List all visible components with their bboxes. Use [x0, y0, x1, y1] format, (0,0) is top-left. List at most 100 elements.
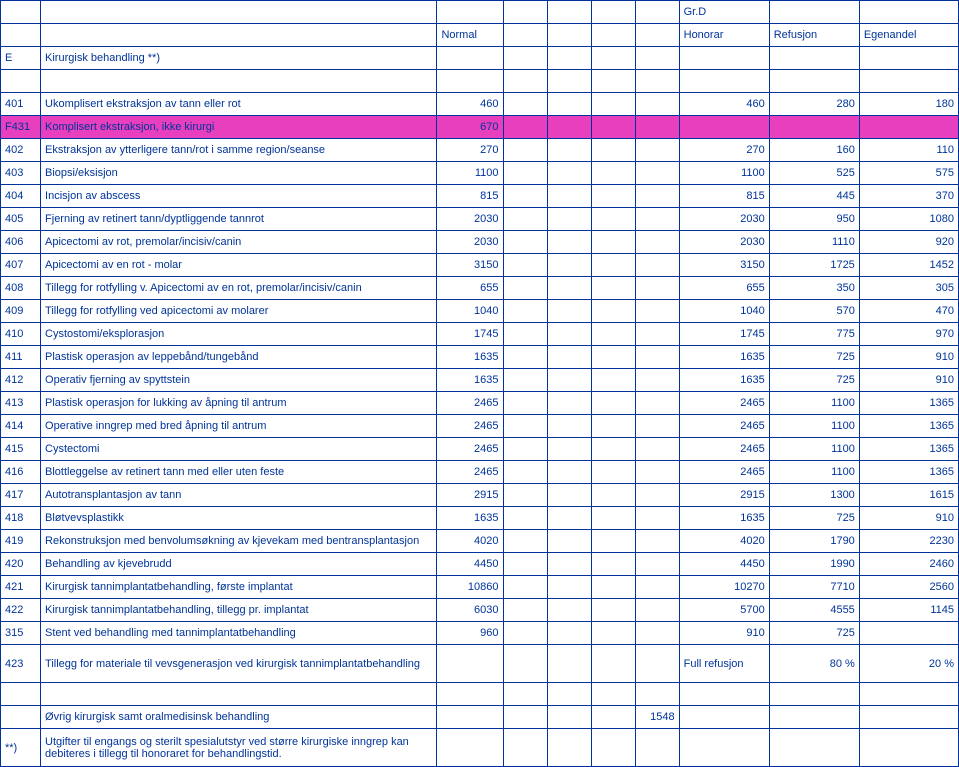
cell-egenandel	[859, 622, 958, 645]
cell-refusjon: 445	[769, 185, 859, 208]
cell-empty	[503, 461, 547, 484]
table-row: 416Blottleggelse av retinert tann med el…	[1, 461, 959, 484]
table-row: 405Fjerning av retinert tann/dyptliggend…	[1, 208, 959, 231]
cell-refusjon: 1100	[769, 461, 859, 484]
cell-code: 422	[1, 599, 41, 622]
table-header-row-1: Gr.D	[1, 1, 959, 24]
cell-normal: 815	[437, 185, 503, 208]
cell-empty	[547, 645, 591, 683]
cell-empty	[591, 438, 635, 461]
cell-empty	[635, 461, 679, 484]
cell-empty	[635, 622, 679, 645]
cell-empty	[591, 116, 635, 139]
cell-normal: 655	[437, 277, 503, 300]
cell-code: 406	[1, 231, 41, 254]
cell-normal: 10860	[437, 576, 503, 599]
cell-empty	[591, 93, 635, 116]
cell-empty	[503, 507, 547, 530]
cell-empty	[547, 300, 591, 323]
cell-empty	[503, 576, 547, 599]
cell-normal: 1635	[437, 369, 503, 392]
cell-desc: Behandling av kjevebrudd	[41, 553, 437, 576]
cell-empty	[635, 208, 679, 231]
cell-empty	[635, 185, 679, 208]
cell-code: 413	[1, 392, 41, 415]
table-row: 409Tillegg for rotfylling ved apicectomi…	[1, 300, 959, 323]
cell-empty	[547, 346, 591, 369]
cell-normal: 2465	[437, 461, 503, 484]
cell-empty	[591, 254, 635, 277]
cell-desc: Cystectomi	[41, 438, 437, 461]
cell-code: 417	[1, 484, 41, 507]
cell-normal: 2465	[437, 392, 503, 415]
cell-empty	[635, 139, 679, 162]
cell-empty	[635, 553, 679, 576]
cell-empty	[547, 93, 591, 116]
cell-empty	[503, 162, 547, 185]
cell-empty	[635, 93, 679, 116]
cell-desc: Bløtvevsplastikk	[41, 507, 437, 530]
cell-empty	[503, 599, 547, 622]
cell-empty	[547, 599, 591, 622]
cell-empty	[503, 208, 547, 231]
footer-subtitle-row: Øvrig kirurgisk samt oralmedisinsk behan…	[1, 706, 959, 729]
cell-empty	[591, 208, 635, 231]
cell-normal: 4450	[437, 553, 503, 576]
cell-empty	[503, 369, 547, 392]
cell-egenandel: 20 %	[859, 645, 958, 683]
cell-desc: Autotransplantasjon av tann	[41, 484, 437, 507]
cell-empty	[547, 415, 591, 438]
cell-empty	[591, 277, 635, 300]
cell-empty	[547, 392, 591, 415]
cell-honorar: 1745	[679, 323, 769, 346]
cell-empty	[591, 645, 635, 683]
cell-egenandel: 1365	[859, 415, 958, 438]
cell-honorar: 1100	[679, 162, 769, 185]
cell-empty	[591, 185, 635, 208]
cell-normal: 270	[437, 139, 503, 162]
cell-egenandel: 910	[859, 346, 958, 369]
cell-refusjon: 950	[769, 208, 859, 231]
cell-honorar: 2465	[679, 392, 769, 415]
table-row: 421Kirurgisk tannimplantatbehandling, fø…	[1, 576, 959, 599]
cell-egenandel	[859, 116, 958, 139]
cell-code: 409	[1, 300, 41, 323]
table-row: 419Rekonstruksjon med benvolumsøkning av…	[1, 530, 959, 553]
cell-empty	[591, 415, 635, 438]
cell-empty	[547, 622, 591, 645]
cell-empty	[591, 300, 635, 323]
cell-honorar: 2465	[679, 461, 769, 484]
cell-refusjon: 725	[769, 369, 859, 392]
cell-empty	[503, 415, 547, 438]
footer-subtitle-value: 1548	[635, 706, 679, 729]
table-header-row-2: Normal Honorar Refusjon Egenandel	[1, 24, 959, 47]
cell-egenandel: 305	[859, 277, 958, 300]
cell-egenandel: 1452	[859, 254, 958, 277]
cell-code: 407	[1, 254, 41, 277]
cell-code: 402	[1, 139, 41, 162]
cell-code: 420	[1, 553, 41, 576]
cell-desc: Kirurgisk tannimplantatbehandling, tille…	[41, 599, 437, 622]
cell-egenandel: 1365	[859, 392, 958, 415]
cell-refusjon: 7710	[769, 576, 859, 599]
table-row: 414Operative inngrep med bred åpning til…	[1, 415, 959, 438]
cell-desc: Rekonstruksjon med benvolumsøkning av kj…	[41, 530, 437, 553]
cell-empty	[547, 185, 591, 208]
cell-egenandel: 2560	[859, 576, 958, 599]
header-normal: Normal	[437, 24, 503, 47]
cell-empty	[591, 507, 635, 530]
cell-code: 403	[1, 162, 41, 185]
cell-honorar: 10270	[679, 576, 769, 599]
cell-empty	[503, 346, 547, 369]
table-row: 406Apicectomi av rot, premolar/incisiv/c…	[1, 231, 959, 254]
cell-desc: Fjerning av retinert tann/dyptliggende t…	[41, 208, 437, 231]
cell-code: 408	[1, 277, 41, 300]
table-row: 415Cystectomi2465246511001365	[1, 438, 959, 461]
cell-empty	[547, 369, 591, 392]
cell-empty	[547, 323, 591, 346]
cell-empty	[591, 576, 635, 599]
spacer-row	[1, 683, 959, 706]
cell-desc: Komplisert ekstraksjon, ikke kirurgi	[41, 116, 437, 139]
cell-refusjon: 725	[769, 507, 859, 530]
cell-code: 412	[1, 369, 41, 392]
